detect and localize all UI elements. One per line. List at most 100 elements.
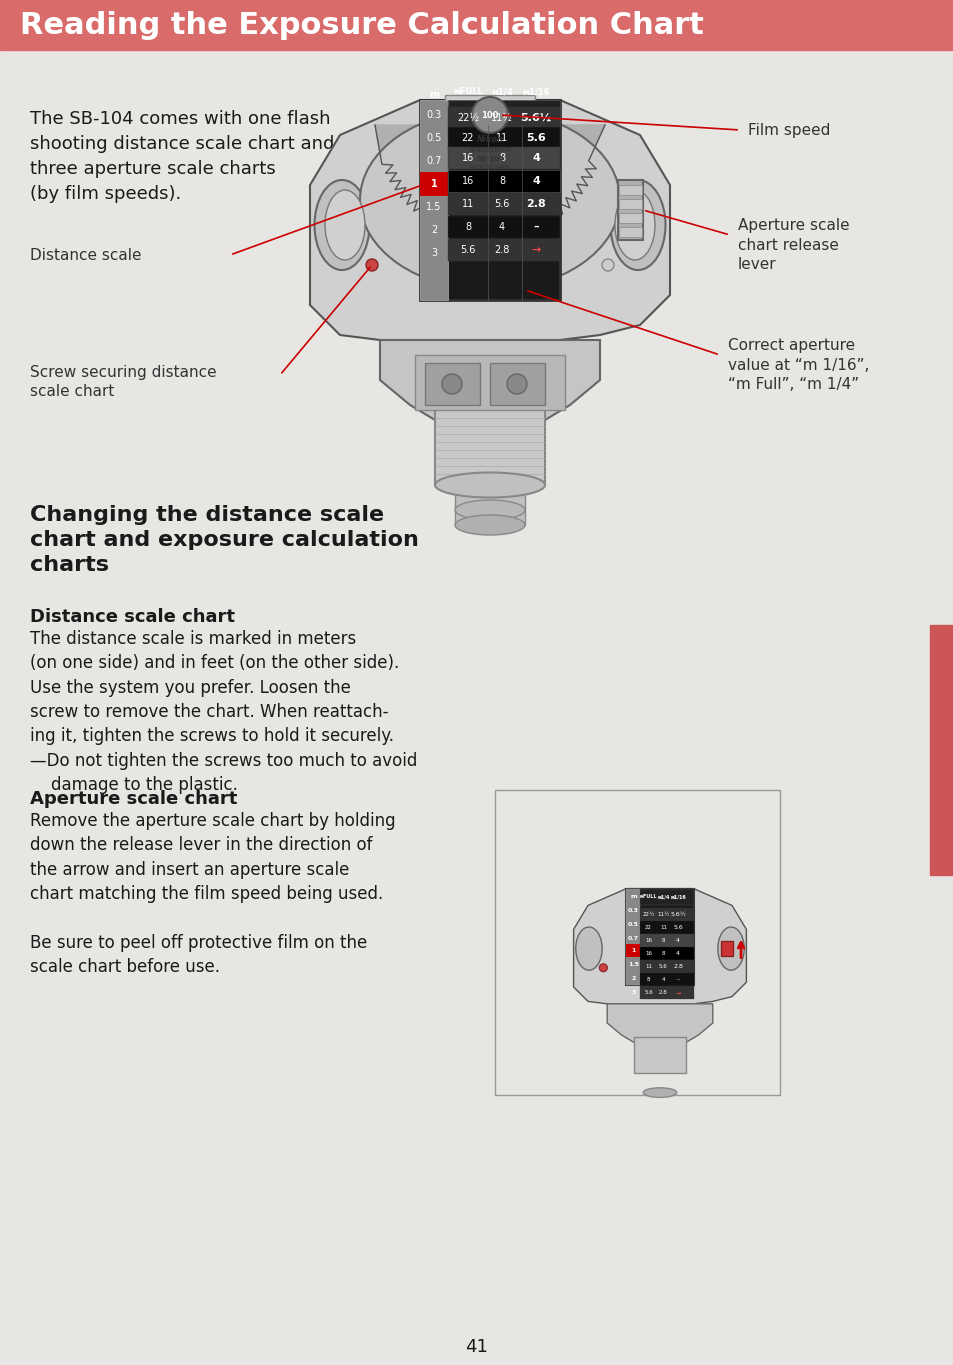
Bar (618, 227, 641, 238)
Text: 5.6: 5.6 (494, 199, 509, 209)
Bar (639, 908, 693, 920)
Text: 22½: 22½ (456, 113, 478, 123)
Bar (633, 1037, 685, 1073)
Bar (448, 147, 559, 169)
Text: 1: 1 (631, 949, 635, 953)
Bar (618, 180, 642, 240)
Text: 8: 8 (464, 222, 471, 232)
Circle shape (601, 259, 614, 272)
Bar (455, 485, 524, 526)
Text: ᴍFULL: ᴍFULL (639, 894, 657, 900)
Text: 16: 16 (461, 176, 474, 186)
Text: ᴍ1/4: ᴍ1/4 (491, 87, 513, 97)
Circle shape (366, 259, 377, 272)
Text: 8: 8 (646, 977, 650, 981)
Bar (448, 192, 559, 216)
Text: ᴍ1/4: ᴍ1/4 (657, 894, 669, 900)
Text: The SB-104 comes with one flash
shooting distance scale chart and
three aperture: The SB-104 comes with one flash shooting… (30, 111, 334, 203)
Text: 4: 4 (532, 153, 539, 162)
Text: 4: 4 (661, 977, 664, 981)
Text: 11: 11 (461, 199, 474, 209)
Bar (448, 127, 559, 149)
Text: 2: 2 (631, 976, 635, 981)
Text: ᴍ1/16: ᴍ1/16 (670, 894, 685, 900)
Text: Remove the aperture scale chart by holding
down the release lever in the directi: Remove the aperture scale chart by holdi… (30, 812, 395, 976)
Bar (448, 100, 559, 126)
Text: m: m (629, 894, 636, 900)
Text: 2: 2 (431, 225, 436, 235)
Text: Changing the distance scale
chart and exposure calculation
charts: Changing the distance scale chart and ex… (30, 505, 418, 575)
Text: Nikon: Nikon (476, 135, 503, 145)
Bar (639, 960, 693, 973)
Text: 2.8: 2.8 (659, 990, 667, 995)
Circle shape (506, 374, 526, 394)
Text: 0.5: 0.5 (627, 923, 639, 927)
Text: →: → (531, 244, 540, 255)
Bar (415, 355, 564, 410)
Text: 5.6: 5.6 (525, 132, 545, 143)
Bar (618, 213, 641, 222)
Text: The distance scale is marked in meters
(on one side) and in feet (on the other s: The distance scale is marked in meters (… (30, 631, 417, 794)
Bar (435, 410, 544, 485)
Text: 4: 4 (532, 176, 539, 186)
Ellipse shape (455, 500, 524, 520)
Text: 5.6½: 5.6½ (519, 113, 551, 123)
Bar (639, 920, 693, 934)
Text: –: – (533, 222, 538, 232)
Polygon shape (573, 889, 745, 1003)
Text: SB-104: SB-104 (476, 156, 503, 162)
Ellipse shape (314, 180, 369, 270)
Ellipse shape (642, 1088, 676, 1097)
Ellipse shape (325, 190, 365, 259)
Bar (448, 106, 559, 130)
Bar (448, 239, 559, 261)
Text: Screw securing distance
scale chart: Screw securing distance scale chart (30, 364, 216, 400)
Bar (419, 100, 559, 300)
Text: 16: 16 (644, 951, 652, 956)
Text: 4: 4 (676, 938, 679, 943)
Text: 4: 4 (498, 222, 504, 232)
Text: ᴍFULL: ᴍFULL (453, 87, 482, 97)
Text: 0.3: 0.3 (627, 908, 639, 913)
Bar (720, 942, 733, 955)
Text: 5.6: 5.6 (659, 964, 667, 969)
Bar (639, 946, 693, 960)
Bar (639, 889, 693, 905)
Text: 5.6: 5.6 (460, 244, 476, 255)
Text: Film speed: Film speed (747, 123, 829, 138)
Bar (639, 986, 693, 999)
Text: 4: 4 (676, 951, 679, 956)
Bar (448, 171, 559, 192)
Text: 8: 8 (661, 938, 664, 943)
Text: 3: 3 (631, 990, 635, 995)
Text: Distance scale chart: Distance scale chart (30, 607, 234, 627)
Text: 100: 100 (481, 111, 498, 120)
Polygon shape (606, 1003, 712, 1043)
Circle shape (441, 374, 461, 394)
Text: 16: 16 (461, 153, 474, 162)
Text: Aperture scale
chart release
lever: Aperture scale chart release lever (738, 217, 849, 272)
Text: 5.6: 5.6 (643, 990, 652, 995)
Text: 1: 1 (430, 179, 436, 188)
Text: 2.8: 2.8 (525, 199, 545, 209)
Bar (639, 973, 693, 986)
Bar (639, 934, 693, 946)
Ellipse shape (576, 927, 601, 971)
Bar (490, 363, 544, 405)
Text: 11½: 11½ (657, 912, 669, 917)
Text: Aperture scale chart: Aperture scale chart (30, 790, 237, 808)
Ellipse shape (717, 927, 743, 971)
Text: 0.5: 0.5 (426, 132, 441, 143)
Text: 3: 3 (431, 248, 436, 258)
Bar (495, 790, 780, 1095)
Text: Correct aperture
value at “m 1/16”,
“m Full”, “m 1/4”: Correct aperture value at “m 1/16”, “m F… (727, 337, 868, 392)
Bar (626, 889, 693, 984)
Bar (618, 199, 641, 209)
Ellipse shape (455, 515, 524, 535)
Text: 0.7: 0.7 (426, 156, 441, 167)
Circle shape (598, 964, 607, 972)
Bar (0, 0, 953, 51)
Bar (444, 96, 535, 135)
Bar (419, 100, 448, 300)
Circle shape (472, 97, 507, 132)
